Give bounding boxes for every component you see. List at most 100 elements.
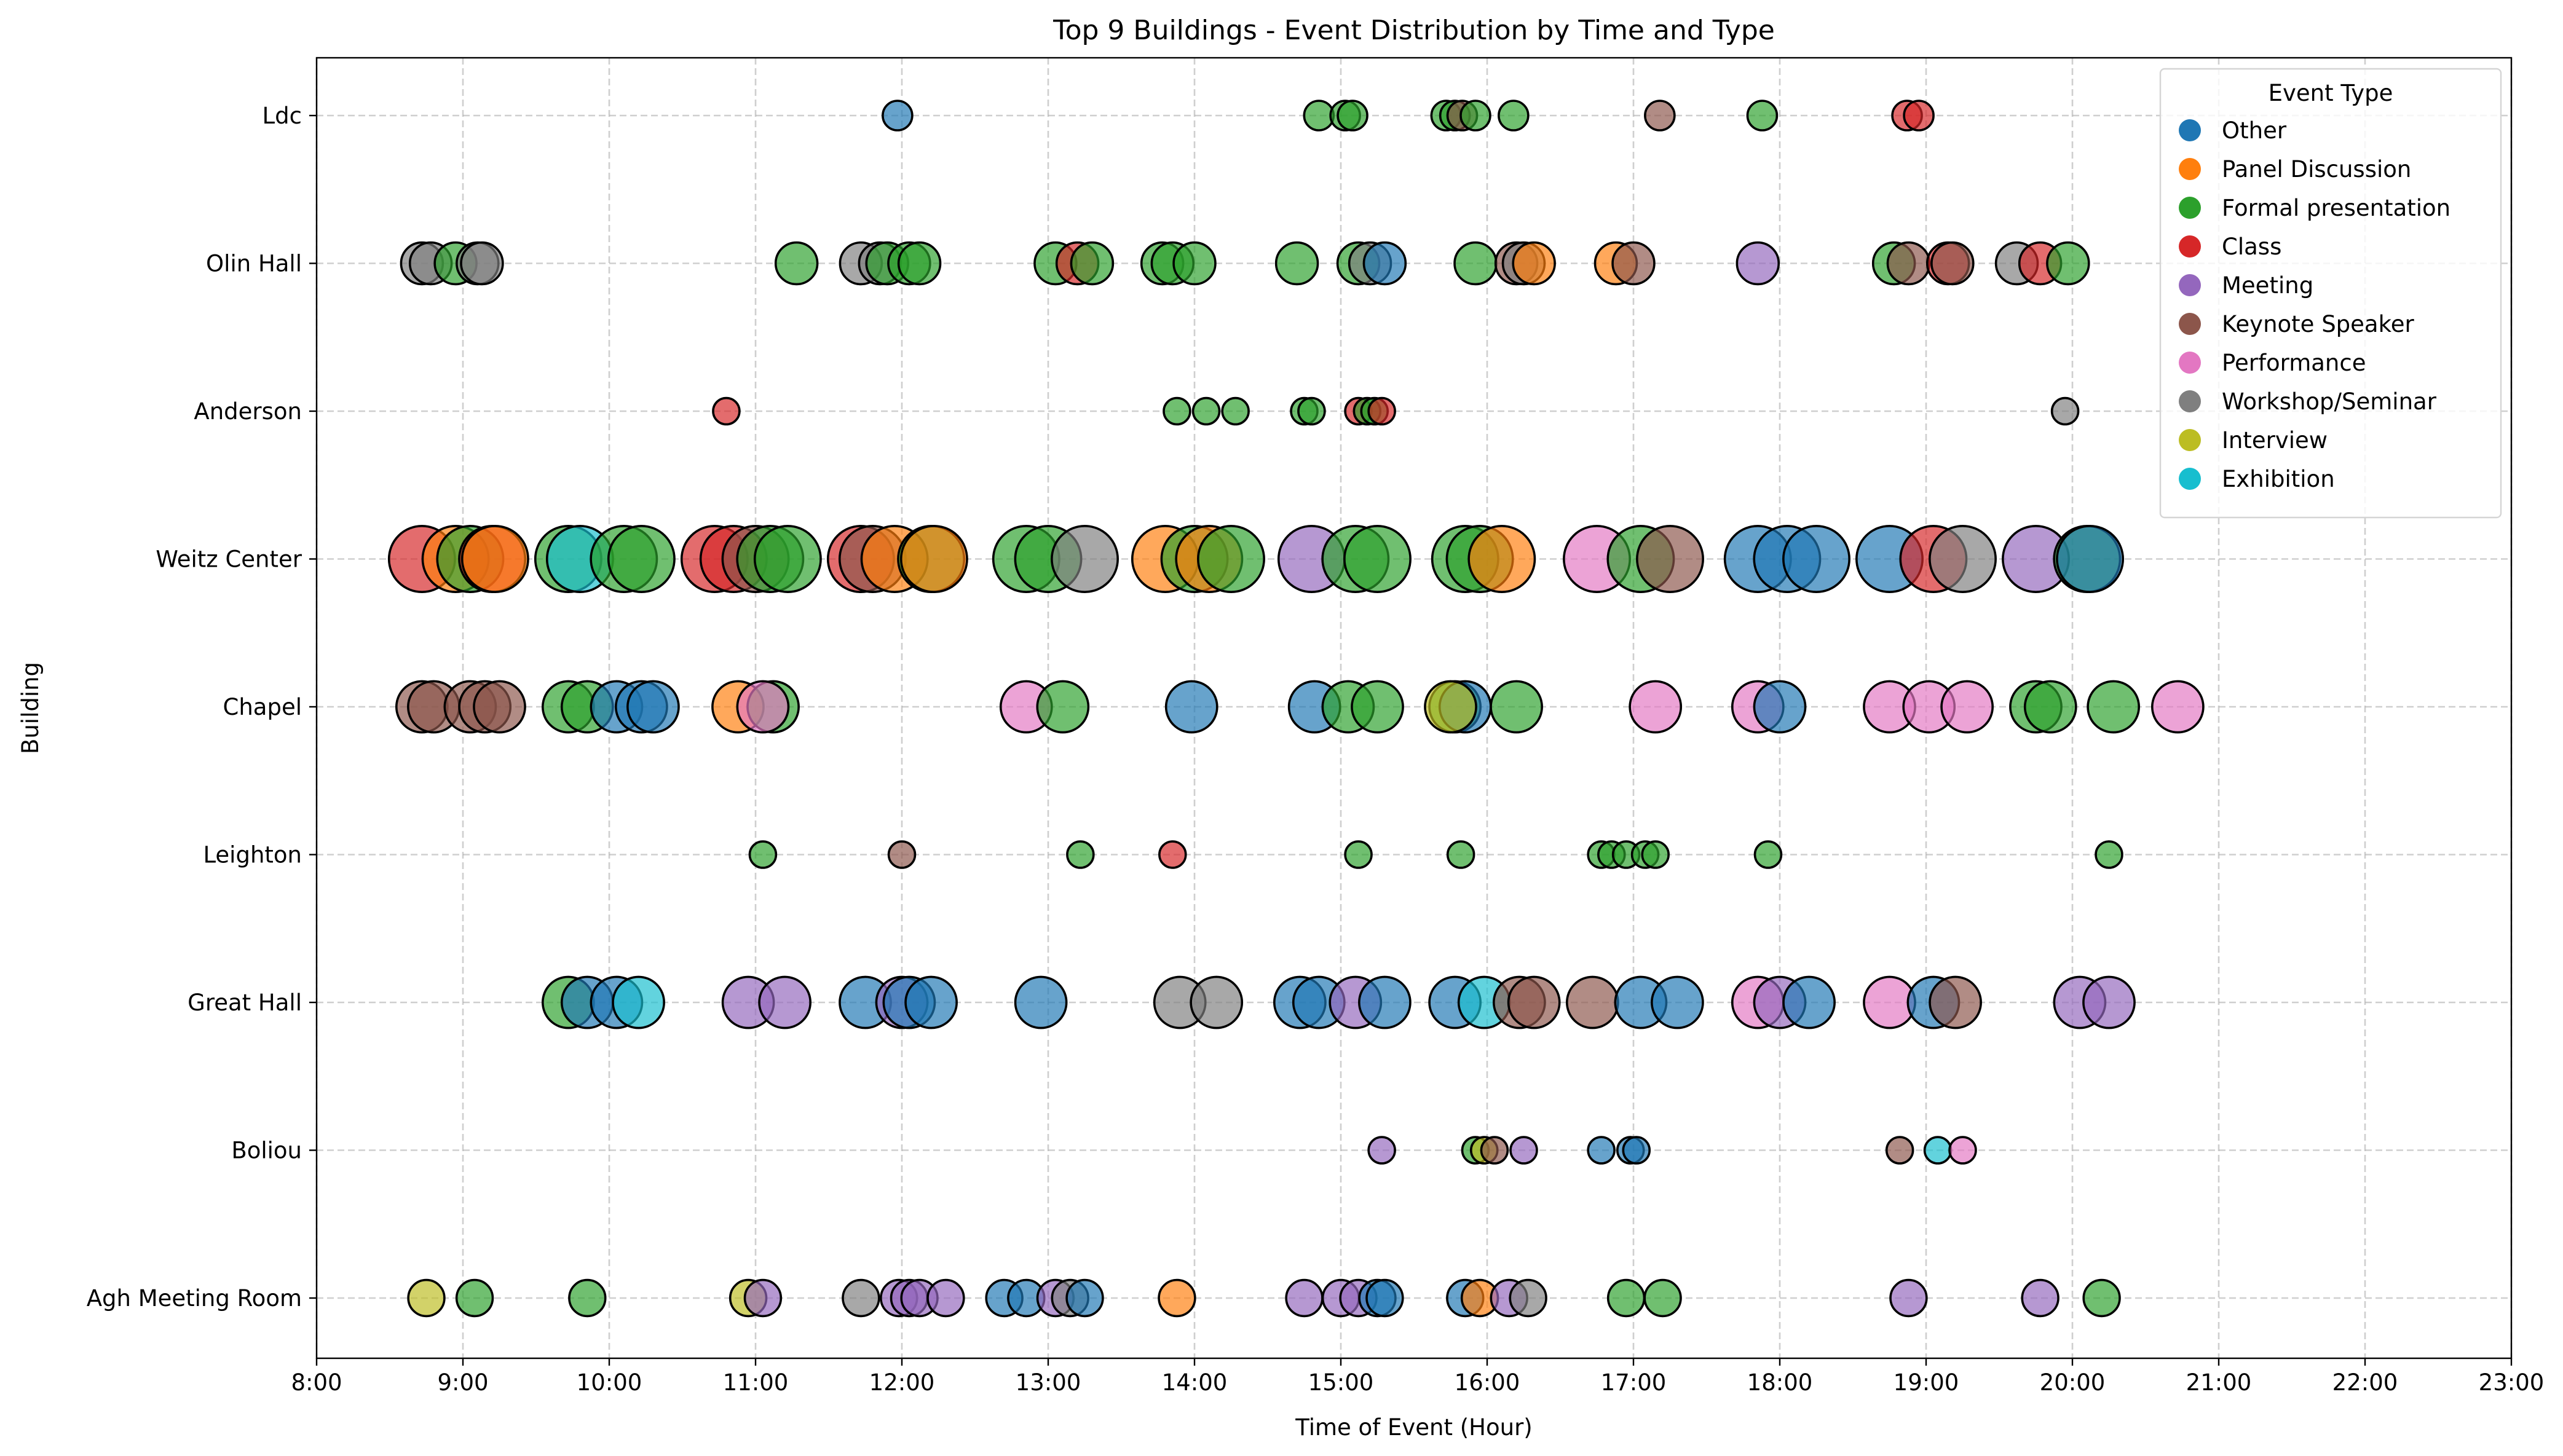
y-tick-label: Chapel (223, 694, 302, 720)
series-great-hall (541, 975, 2136, 1029)
bubble-class (1158, 840, 1187, 869)
bubble-other (1782, 975, 1836, 1029)
x-tick-label: 19:00 (1894, 1369, 1959, 1396)
bubble-keynote-speaker (473, 680, 526, 734)
x-tick-label: 16:00 (1455, 1369, 1520, 1396)
bubble-keynote-speaker (1565, 975, 1619, 1029)
bubble-formal-presentation (455, 1278, 494, 1318)
bubble-formal-presentation (1274, 241, 1319, 286)
plot-frame (315, 57, 2513, 1360)
x-tick-label: 14:00 (1162, 1369, 1228, 1396)
bubble-other (1782, 525, 1850, 593)
bubble-other (1164, 680, 1218, 734)
tick-layer: 8:00 9:00 10:00 11:00 12:00 13:00 14:00 15:00 16… (87, 103, 2545, 1396)
bubble-keynote-speaker (1507, 975, 1561, 1029)
bubble-workshop-seminar (2050, 396, 2080, 426)
bubble-formal-presentation (1351, 680, 1404, 734)
legend-marker-other (2179, 119, 2201, 141)
bubble-panel-discussion (899, 525, 968, 593)
bubble-meeting (1889, 1278, 1928, 1318)
x-tick-label: 9:00 (437, 1369, 488, 1396)
bubble-keynote-speaker (1611, 241, 1656, 286)
bubble-other (1753, 680, 1807, 734)
x-axis-label: Time of Event (Hour) (1295, 1414, 1532, 1441)
series-leighton (748, 840, 2123, 869)
legend-label-class: Class (2222, 234, 2281, 260)
bubble-formal-presentation (1490, 680, 1543, 734)
bubble-formal-presentation (897, 241, 942, 286)
bubble-other (1587, 1136, 1616, 1165)
x-tick-label: 18:00 (1747, 1369, 1813, 1396)
bubble-workshop-seminar (842, 1278, 880, 1318)
bubble-performance (1629, 680, 1683, 734)
bubble-formal-presentation (2023, 680, 2077, 734)
x-tick-label: 23:00 (2479, 1369, 2545, 1396)
bubble-keynote-speaker (887, 840, 917, 869)
x-tick-label: 13:00 (1016, 1369, 1081, 1396)
bubble-class (712, 396, 741, 426)
bubble-formal-presentation (2095, 840, 2123, 869)
bubble-performance (1948, 1136, 1977, 1165)
series-ldc (882, 100, 1935, 132)
bubble-formal-presentation (1303, 100, 1335, 132)
y-tick-label: Boliou (231, 1138, 302, 1164)
bubble-keynote-speaker (1636, 525, 1704, 593)
legend-label-meeting: Meeting (2222, 272, 2313, 299)
x-tick-label: 15:00 (1308, 1369, 1374, 1396)
bubble-other (1014, 975, 1068, 1029)
bubble-formal-presentation (568, 1278, 607, 1318)
bubble-formal-presentation (2087, 680, 2141, 734)
bubble-keynote-speaker (1886, 241, 1931, 286)
bubble-class (1367, 396, 1396, 426)
bubble-formal-presentation (1221, 396, 1250, 426)
series-weitz-center (387, 525, 2125, 593)
bubble-formal-presentation (1459, 100, 1491, 132)
bubble-meeting (743, 1278, 783, 1318)
bubble-formal-presentation (1197, 525, 1265, 593)
bubble-formal-presentation (1746, 100, 1779, 132)
legend-label-performance: Performance (2222, 350, 2366, 376)
x-tick-label: 12:00 (869, 1369, 935, 1396)
bubble-meeting (1509, 1136, 1538, 1165)
bubble-formal-presentation (1297, 396, 1326, 426)
bubble-panel-discussion (1158, 1278, 1196, 1318)
legend-marker-class (2179, 235, 2201, 258)
bubble-formal-presentation (1753, 840, 1783, 869)
bubble-panel-discussion (1467, 525, 1536, 593)
bubble-meeting (1285, 1278, 1324, 1318)
bubble-meeting (2021, 1278, 2059, 1318)
bubble-other (1362, 241, 1407, 286)
bubble-formal-presentation (1641, 840, 1670, 869)
bubble-other (1358, 975, 1412, 1029)
bubble-class (1903, 100, 1935, 132)
legend-marker-meeting (2179, 274, 2201, 296)
series-boliou (1367, 1136, 1977, 1165)
legend-marker-interview (2179, 429, 2201, 451)
legend-label-interview: Interview (2222, 427, 2328, 454)
bubble-formal-presentation (1643, 1278, 1682, 1318)
bubble-keynote-speaker (1929, 975, 1982, 1029)
legend: Event Type Other Panel Discussion Formal pr… (2159, 68, 2502, 519)
legend-marker-keynote-speaker (2179, 313, 2201, 335)
x-tick-label: 11:00 (723, 1369, 789, 1396)
y-tick-label: Great Hall (188, 990, 302, 1016)
bubble-meeting (926, 1278, 965, 1318)
y-tick-label: Weitz Center (156, 546, 302, 573)
legend-label-panel-discussion: Panel Discussion (2222, 156, 2411, 183)
y-axis-label: Building (17, 662, 44, 754)
bubble-formal-presentation (1066, 840, 1095, 869)
bubble-meeting (2082, 975, 2136, 1029)
bubble-performance (2150, 680, 2205, 734)
chart-title: Top 9 Buildings - Event Distribution by … (1052, 15, 1775, 46)
bubble-meeting (1367, 1136, 1396, 1165)
bubble-exhibition (612, 975, 665, 1029)
x-tick-label: 22:00 (2332, 1369, 2398, 1396)
bubble-formal-presentation (1606, 1278, 1646, 1318)
legend-title: Event Type (2269, 80, 2393, 106)
y-tick-label: Olin Hall (206, 251, 302, 277)
bubble-other (882, 100, 914, 132)
bubble-panel-discussion (460, 525, 529, 593)
y-tick-label: Leighton (203, 842, 302, 868)
bubble-workshop-seminar (460, 241, 504, 286)
legend-label-keynote-speaker: Keynote Speaker (2222, 311, 2414, 337)
